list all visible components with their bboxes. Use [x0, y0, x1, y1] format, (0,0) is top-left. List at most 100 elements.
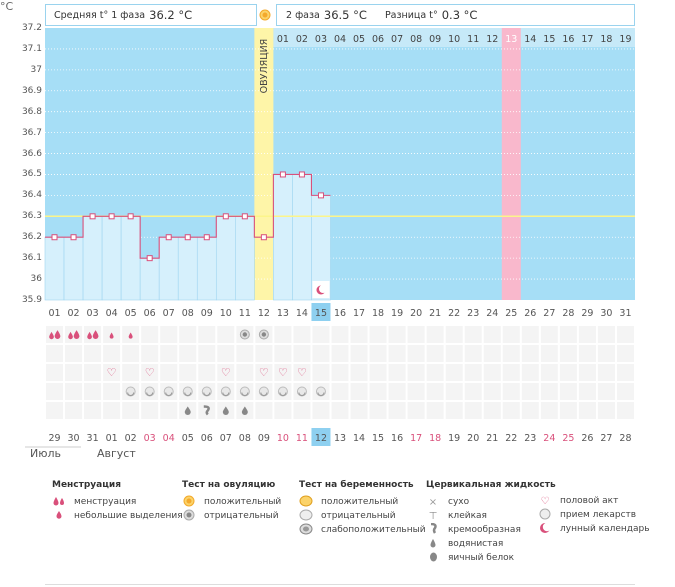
- pill-shade: [146, 392, 154, 396]
- marker-cell: [121, 401, 141, 420]
- marker-cell: [83, 363, 103, 382]
- heart-icon: ♡: [221, 366, 231, 379]
- month-august: Август: [97, 447, 136, 460]
- marker-cell: [482, 344, 502, 363]
- pill-icon: [315, 386, 326, 397]
- cycle-day-label: 20: [410, 308, 422, 319]
- marker-cell: [615, 344, 635, 363]
- cycle-day-label: 25: [505, 308, 517, 319]
- marker-cell: [197, 325, 217, 344]
- marker-cell: [577, 363, 597, 382]
- heart-icon: ♡: [107, 366, 117, 379]
- pill-icon: [239, 386, 250, 397]
- temperature-point: [108, 213, 115, 220]
- temperature-bar: [158, 236, 179, 301]
- marker-cell: [463, 382, 483, 401]
- marker-cell: [596, 401, 616, 420]
- legend-item: отрицательный: [204, 511, 279, 521]
- ovulation-column: [254, 28, 274, 300]
- pill-shade: [184, 392, 192, 396]
- heart-icon: ♡: [297, 366, 307, 379]
- marker-cell: [520, 325, 540, 344]
- marker-cell: [558, 363, 578, 382]
- marker-cell: [45, 401, 65, 420]
- ovulation-test-core: [242, 332, 248, 337]
- marker-cell: [83, 325, 103, 344]
- legend-menstruation: Менструация менструация небольшие выделе…: [52, 480, 183, 523]
- marker-cell: [64, 363, 84, 382]
- marker-cell: [311, 363, 331, 382]
- cycle-day-label: 01: [48, 308, 60, 319]
- pill-shade: [279, 392, 287, 396]
- pill-shade: [165, 392, 173, 396]
- marker-cell: [45, 344, 65, 363]
- marker-cell: [64, 344, 84, 363]
- marker-cell: [64, 382, 84, 401]
- heart-icon: ♡: [278, 366, 288, 379]
- marker-cell: [273, 325, 293, 344]
- temperature-bar: [82, 216, 103, 301]
- marker-cell: [520, 363, 540, 382]
- creamy-icon: [426, 522, 440, 537]
- post-ovulation-day-label: 10: [448, 34, 460, 45]
- legend-menstruation-title: Менструация: [52, 480, 121, 490]
- marker-cell: [425, 401, 445, 420]
- marker-cell: [501, 382, 521, 401]
- y-tick-label: 36.3: [21, 211, 42, 222]
- marker-cell: [577, 401, 597, 420]
- temperature-bar: [215, 216, 236, 301]
- pill-shade: [127, 392, 135, 396]
- phase2-summary: 2 фаза 36.5 °C Разница t° 0.3 °C: [276, 4, 635, 26]
- calendar-date-label: 29: [48, 433, 60, 444]
- post-ovulation-day-label: 15: [543, 34, 555, 45]
- y-tick-label: 36.6: [21, 148, 42, 159]
- menstruation-drop-icon: [73, 330, 80, 340]
- marker-cell: [539, 344, 559, 363]
- menstruation-drop-icon: [54, 330, 61, 340]
- y-tick-label: 37.2: [21, 23, 42, 33]
- y-tick-label: 36.7: [21, 127, 42, 138]
- temperature-point: [89, 213, 96, 220]
- legend-item: слабоположительный: [321, 525, 426, 535]
- marker-cell: [140, 401, 160, 420]
- creamy-icon: [203, 405, 210, 416]
- marker-cell: [349, 344, 369, 363]
- post-ovulation-day-label: 03: [315, 34, 327, 45]
- post-ovulation-day-label: 19: [619, 34, 631, 45]
- post-ovulation-day-label: 06: [372, 34, 384, 45]
- marker-cell: [311, 325, 331, 344]
- legend-item: яичный белок: [448, 553, 515, 563]
- cycle-day-label: 22: [448, 308, 460, 319]
- pill-shade: [241, 392, 249, 396]
- marker-cell: [615, 401, 635, 420]
- temperature-point: [165, 234, 172, 241]
- calendar-date-label: 05: [182, 433, 194, 444]
- marker-cell: [178, 363, 198, 382]
- calendar-date-label: 14: [353, 433, 365, 444]
- marker-cell: [368, 363, 388, 382]
- y-tick-label: 36.1: [21, 253, 42, 264]
- moon-icon: [538, 522, 552, 537]
- post-ovulation-day-label: 02: [296, 34, 308, 45]
- legend-item: лунный календарь: [560, 524, 650, 534]
- temperature-bar: [235, 216, 255, 301]
- legend-item: кремообразная: [448, 525, 521, 535]
- marker-cell: [444, 363, 464, 382]
- temperature-point: [70, 234, 77, 241]
- marker-cell: [520, 382, 540, 401]
- marker-cell: [501, 363, 521, 382]
- month-july: Июль: [30, 447, 62, 460]
- legend-pregnancy-title: Тест на беременность: [299, 480, 414, 490]
- legend-item: положительный: [321, 497, 399, 507]
- cycle-day-label: 07: [163, 308, 175, 319]
- marker-cell: [83, 401, 103, 420]
- marker-cell: [330, 344, 350, 363]
- calendar-date-label: 21: [486, 433, 498, 444]
- marker-cell: [520, 344, 540, 363]
- ovulation-label: ОВУЛЯЦИЯ: [259, 39, 270, 94]
- cycle-day-label: 29: [581, 308, 593, 319]
- y-tick-label: 36: [30, 274, 42, 285]
- marker-cell: [254, 363, 274, 382]
- phase1-label: Средняя t° 1 фаза: [54, 9, 146, 21]
- marker-cell: [159, 363, 179, 382]
